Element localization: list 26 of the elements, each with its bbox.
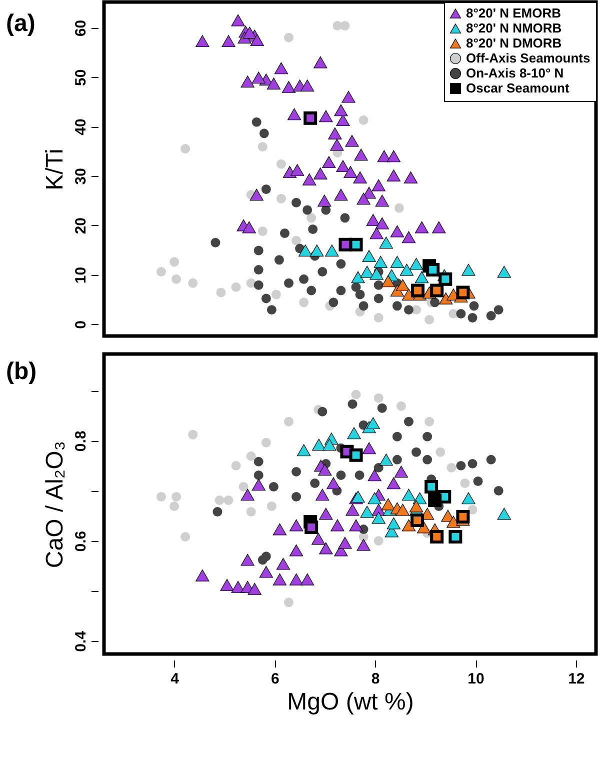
legend-label: On-Axis 8-10° N: [466, 66, 564, 80]
x-axis-title: MgO (wt %): [287, 688, 414, 716]
y-tick-label: 40: [72, 118, 90, 136]
x-tick-label: 12: [568, 670, 585, 688]
y-tick-label: 0.6: [72, 530, 90, 552]
y-tick-label: 0.8: [72, 430, 90, 452]
legend-label: 8°20' N DMORB: [466, 36, 562, 50]
legend-label: Oscar Seamount: [466, 80, 570, 96]
x-tick-label: 4: [170, 670, 180, 688]
y-axis-title: CaO / Al₂O₃: [42, 440, 68, 568]
x-tick-label: 8: [371, 670, 380, 688]
legend-label: 8°20' N EMORB: [466, 6, 561, 20]
y-tick-label: 0.4: [72, 630, 90, 652]
y-tick-label: 10: [72, 266, 90, 284]
x-tick-label: 6: [271, 670, 280, 688]
chart-title: (a): [6, 10, 36, 37]
legend-label: Off-Axis Seamounts: [466, 50, 590, 66]
y-tick-label: 0: [72, 320, 90, 329]
y-tick-label: 20: [72, 217, 90, 234]
chart-title: (b): [6, 358, 37, 385]
y-tick-label: 50: [72, 69, 90, 86]
y-tick-label: 60: [72, 20, 90, 37]
y-tick-label: 30: [72, 168, 90, 185]
y-axis-title: K/Ti: [42, 148, 68, 190]
x-tick-label: 10: [468, 670, 484, 688]
legend-label: 8°20' N NMORB: [466, 20, 562, 36]
